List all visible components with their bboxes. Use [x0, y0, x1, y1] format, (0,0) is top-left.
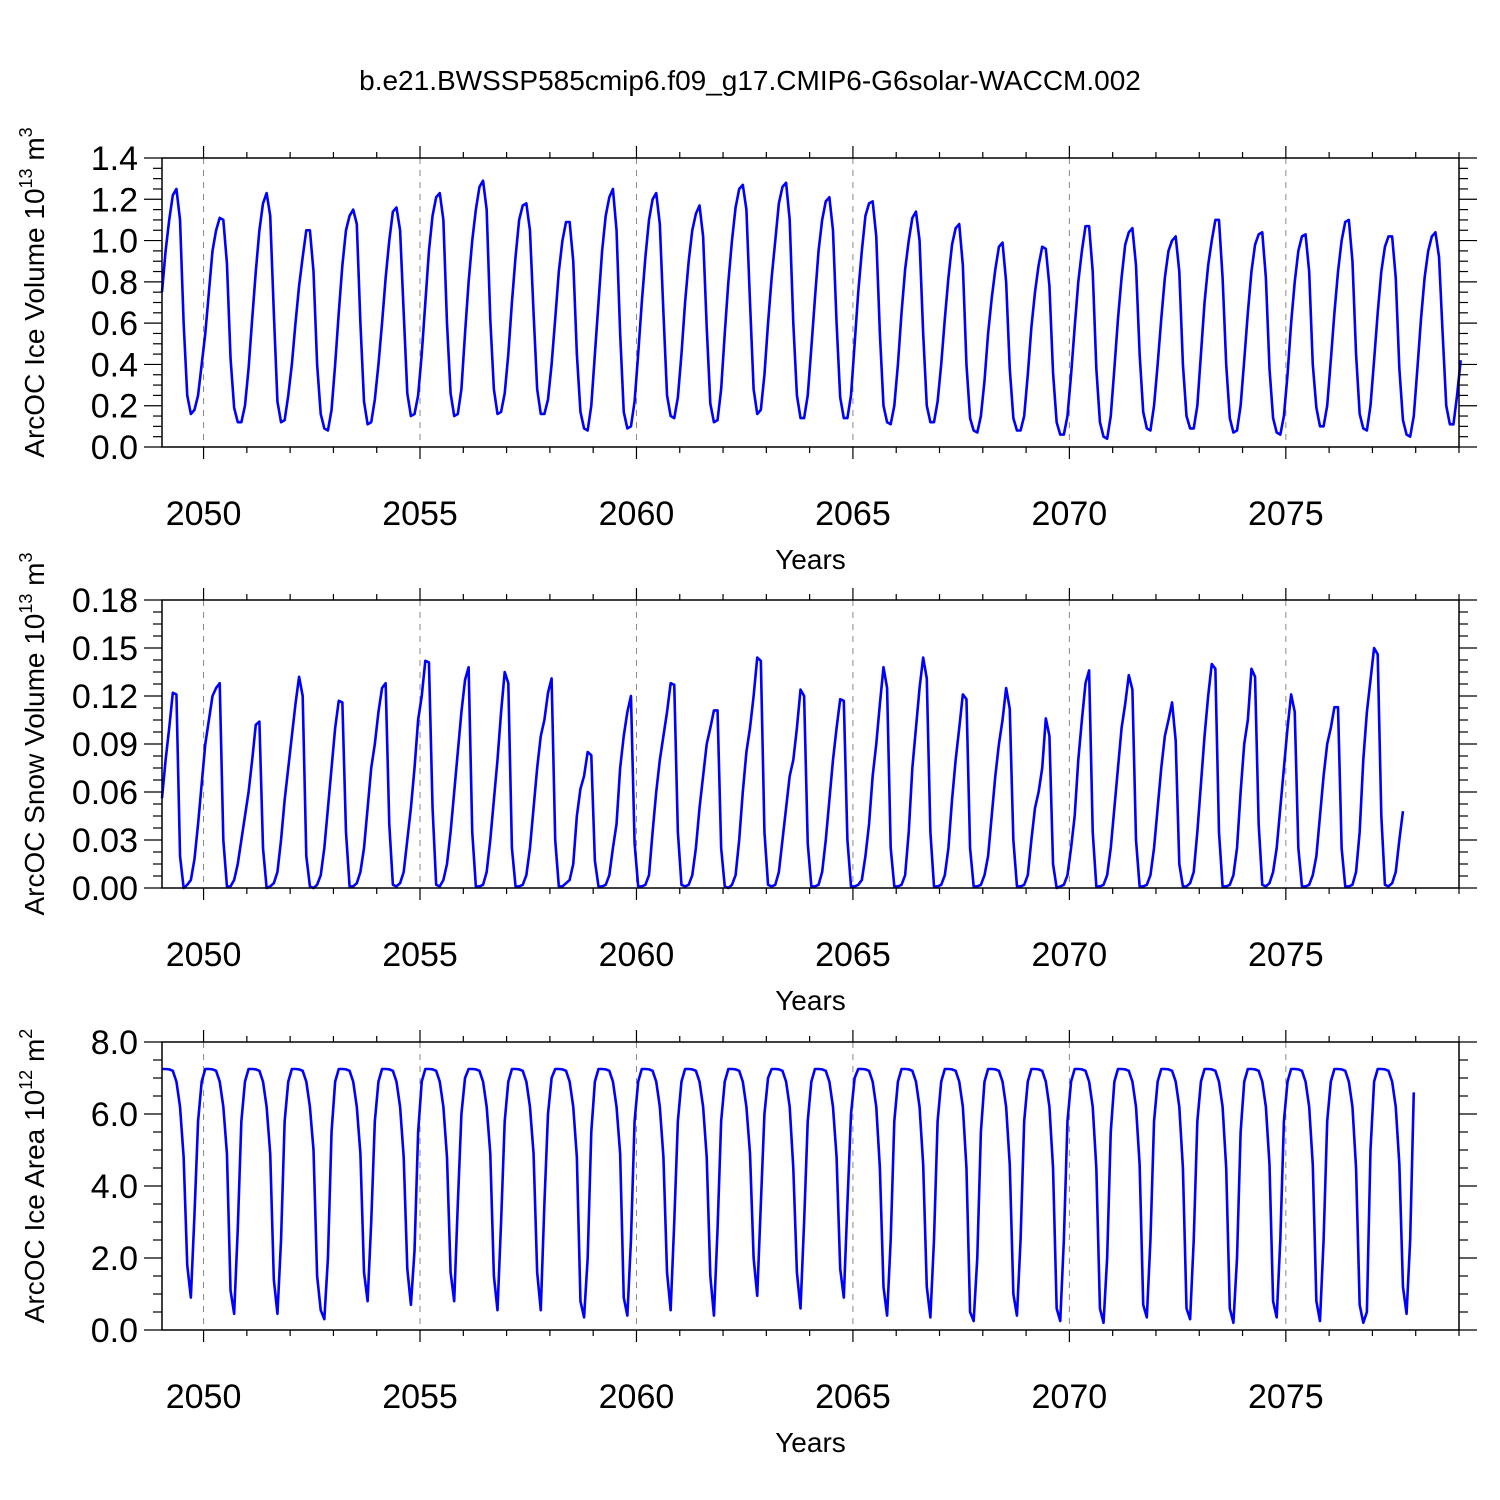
- panel-1: 2050 2055 2060 2065 2070 20750.00.20.40.60.81…: [16, 127, 1477, 575]
- x-tick-label: 2055: [382, 495, 458, 533]
- y-axis-label-unit: m: [19, 137, 50, 168]
- figure-title: b.e21.BWSSP585cmip6.f09_g17.CMIP6-G6sola…: [359, 65, 1141, 96]
- y-axis-label-unit-exponent: 2: [16, 1029, 36, 1039]
- y-tick-label: 1.0: [91, 223, 138, 261]
- y-tick-label: 1.4: [91, 140, 138, 178]
- y-axis-label-text: ArcOC Ice Volume 10: [19, 188, 50, 457]
- y-tick-label: 0.0: [91, 429, 138, 467]
- y-tick-label: 0.03: [72, 822, 138, 860]
- y-tick-label: 6.0: [91, 1096, 138, 1134]
- y-tick-label: 0.06: [72, 774, 138, 812]
- x-tick-label: 2060: [599, 495, 675, 533]
- y-axis-label-unit-exponent: 3: [16, 552, 36, 562]
- y-tick-label: 8.0: [91, 1024, 138, 1062]
- y-axis-label: ArcOC Ice Area 1012 m2: [16, 1029, 50, 1324]
- x-tick-label: 2050: [166, 495, 242, 533]
- x-tick-label: 2065: [815, 1378, 891, 1416]
- series-line-1: [160, 179, 1462, 441]
- y-tick-label: 0.2: [91, 388, 138, 426]
- y-tick-label: 0.09: [72, 726, 138, 764]
- y-axis-label-exponent: 13: [16, 168, 36, 188]
- y-tick-label: 0.15: [72, 630, 138, 668]
- x-axis-label: Years: [775, 544, 846, 575]
- y-tick-label: 0.12: [72, 678, 138, 716]
- x-tick-label: 2055: [382, 1378, 458, 1416]
- y-axis-label-exponent: 12: [16, 1070, 36, 1090]
- y-tick-label: 0.6: [91, 305, 138, 343]
- x-axis-label: Years: [775, 1427, 846, 1458]
- y-tick-label: 1.2: [91, 181, 138, 219]
- x-tick-label: 2070: [1032, 495, 1108, 533]
- x-axis-label: Years: [775, 985, 846, 1016]
- y-tick-label: 0.4: [91, 346, 138, 384]
- x-tick-label: 2060: [599, 936, 675, 974]
- x-tick-label: 2070: [1032, 1378, 1108, 1416]
- x-tick-label: 2065: [815, 936, 891, 974]
- y-axis-label-text: ArcOC Snow Volume 10: [19, 614, 50, 916]
- y-axis-label-exponent: 13: [16, 594, 36, 614]
- y-axis-label-unit: m: [19, 1039, 50, 1070]
- x-tick-label: 2055: [382, 936, 458, 974]
- y-axis-label-text: ArcOC Ice Area 10: [19, 1090, 50, 1323]
- y-axis-label-unit: m: [19, 562, 50, 593]
- y-axis-label-unit-exponent: 3: [16, 127, 36, 137]
- x-tick-label: 2075: [1248, 495, 1324, 533]
- x-tick-label: 2075: [1248, 936, 1324, 974]
- series-line-1: [160, 646, 1405, 890]
- y-axis-label: ArcOC Ice Volume 1013 m3: [16, 127, 50, 457]
- y-tick-label: 0.8: [91, 264, 138, 302]
- panels: 2050 2055 2060 2065 2070 20750.00.20.40.60.81…: [16, 127, 1477, 1458]
- y-tick-label: 4.0: [91, 1168, 138, 1206]
- plot-frame: [161, 157, 1460, 448]
- panel-2: 2050 2055 2060 2065 2070 2075 0.00 0.03 0.06 0.09…: [16, 552, 1477, 1016]
- x-tick-label: 2075: [1248, 1378, 1324, 1416]
- x-tick-label: 2060: [599, 1378, 675, 1416]
- x-tick-label: 2065: [815, 495, 891, 533]
- plot-frame: [161, 599, 1460, 889]
- y-tick-label: 2.0: [91, 1240, 138, 1278]
- y-tick-label: 0.00: [72, 870, 138, 908]
- x-tick-label: 2070: [1032, 936, 1108, 974]
- y-axis-label: ArcOC Snow Volume 1013 m3: [16, 552, 50, 915]
- panel-3: 2050 2055 2060 2065 2070 2075 0.0 2.0 4.0 6.0 8.0 Y…: [16, 1024, 1477, 1458]
- series-line-1: [162, 1067, 1416, 1325]
- y-tick-label: 0.0: [91, 1312, 138, 1350]
- x-tick-label: 2050: [166, 1378, 242, 1416]
- x-tick-label: 2050: [166, 936, 242, 974]
- y-tick-label: 0.18: [72, 582, 138, 620]
